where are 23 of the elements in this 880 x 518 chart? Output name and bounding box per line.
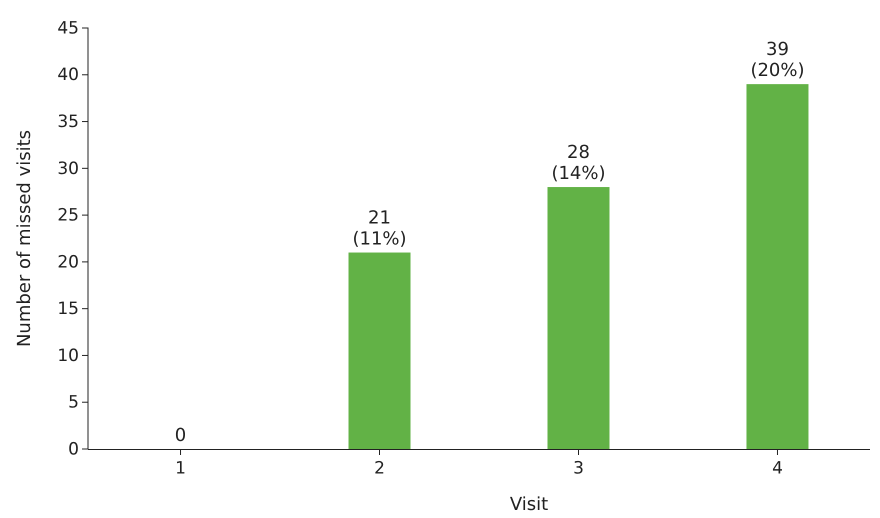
bar — [746, 84, 808, 449]
x-tick-label: 1 — [175, 458, 186, 478]
x-axis-title: Visit — [510, 494, 548, 515]
bar — [348, 252, 411, 449]
data-label: 21 (11%) — [352, 208, 407, 250]
y-tick-label: 30 — [57, 158, 79, 179]
x-tick-label: 4 — [772, 458, 783, 478]
data-label: 0 — [174, 425, 186, 446]
y-tick-label: 15 — [57, 299, 79, 320]
y-tick-label: 25 — [57, 206, 79, 226]
y-axis-title: Number of missed visits — [14, 130, 35, 348]
y-tick-label: 0 — [68, 439, 79, 460]
y-tick-label: 5 — [68, 392, 79, 413]
y-tick-label: 20 — [57, 252, 79, 272]
data-label: 39 (20%) — [750, 39, 805, 82]
y-tick-label: 10 — [57, 346, 79, 366]
data-label: 28 (14%) — [551, 142, 606, 184]
y-tick-label: 35 — [57, 112, 79, 132]
x-tick-label: 2 — [374, 458, 385, 478]
y-tick-label: 40 — [57, 65, 79, 86]
x-tick-label: 3 — [573, 458, 584, 478]
y-tick-label: 45 — [57, 18, 79, 38]
bar — [547, 187, 610, 449]
